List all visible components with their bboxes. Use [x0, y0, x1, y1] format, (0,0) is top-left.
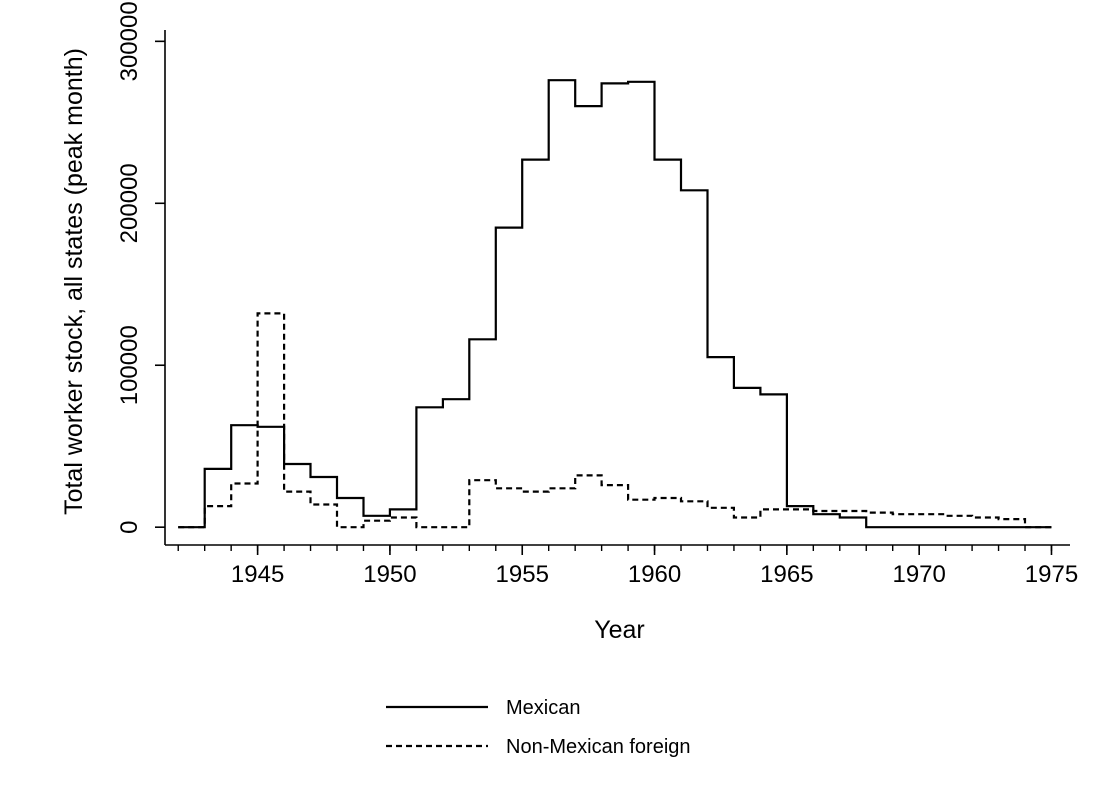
x-tick-label: 1960	[628, 561, 681, 588]
legend-label: Mexican	[506, 697, 580, 719]
y-tick-label: 0	[116, 521, 143, 534]
x-tick-label: 1950	[363, 561, 416, 588]
y-tick-label: 300000	[116, 1, 143, 81]
y-tick-label: 200000	[116, 163, 143, 243]
x-axis: 1945 1950 1955 1960 1965 1970 1975 Year	[165, 544, 1078, 644]
x-tick-label: 1945	[231, 561, 284, 588]
x-tick-label: 1965	[760, 561, 813, 588]
legend-label: Non-Mexican foreign	[506, 736, 691, 758]
x-tick-label: 1975	[1025, 561, 1078, 588]
x-tick-label: 1970	[892, 561, 945, 588]
series-line-non-mexican-foreign	[178, 312, 1052, 529]
x-tick-label: 1955	[496, 561, 549, 588]
y-ticks: 0 100000 200000 300000	[116, 1, 165, 534]
y-axis: 0 100000 200000 300000 Total worker stock, …	[60, 1, 166, 545]
legend: Mexican Non-Mexican foreign	[386, 697, 691, 758]
series-line-mexican	[178, 79, 1052, 529]
x-ticks: 1945 1950 1955 1960 1965 1970 1975	[177, 545, 1078, 588]
x-axis-title: Year	[594, 616, 645, 644]
plot-series	[178, 79, 1052, 529]
y-axis-title: Total worker stock, all states (peak mon…	[60, 48, 88, 515]
y-tick-label: 100000	[116, 325, 143, 405]
